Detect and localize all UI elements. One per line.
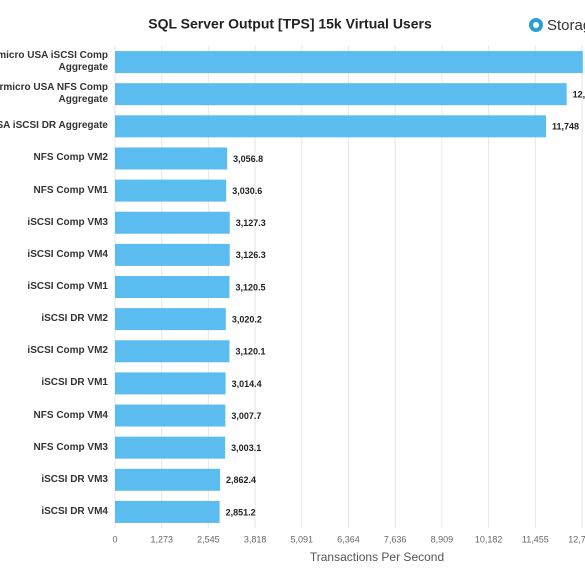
y-tick-label: iSCSI Comp VM4 — [27, 248, 108, 260]
value-label: 2,862.4 — [226, 475, 256, 485]
value-label: 3,030.6 — [232, 186, 262, 196]
x-tick-label: 3,818 — [244, 534, 267, 544]
x-tick-label: 5,091 — [291, 534, 314, 544]
y-tick-label: NFS Comp VM1 — [33, 184, 108, 196]
bar — [115, 500, 220, 523]
x-tick-label: 1,273 — [150, 534, 173, 544]
value-label: 3,003.1 — [231, 443, 261, 453]
x-tick-label: 8,909 — [431, 534, 454, 544]
x-tick-label: 2,545 — [197, 534, 220, 544]
value-label: 3,020.2 — [232, 315, 262, 325]
value-label: 3,014.4 — [232, 379, 262, 389]
y-tick-label: iSCSI DR VM1 — [41, 377, 108, 389]
value-label: 12,310 — [573, 90, 585, 100]
bar — [115, 468, 221, 491]
y-tick-label: NFS Comp VM3 — [33, 441, 108, 453]
y-tick-label: NFS Comp VM4 — [33, 409, 108, 421]
logo: StorageReview — [547, 17, 585, 34]
x-axis-title: Transactions Per Second — [310, 550, 444, 564]
value-label: 3,056.8 — [233, 154, 263, 164]
y-tick-label: iSCSI DR VM3 — [41, 473, 108, 485]
bar — [115, 243, 230, 266]
y-tick-label: Supermicro USA NFS Comp Aggregate — [0, 82, 108, 106]
x-tick-label: 0 — [112, 534, 117, 544]
bar — [115, 211, 230, 234]
y-tick-label: Supermicro USA iSCSI DR Aggregate — [0, 120, 108, 132]
value-label: 3,120.1 — [235, 347, 265, 357]
y-tick-label: NFS Comp VM2 — [33, 152, 108, 164]
chart-title: SQL Server Output [TPS] 15k Virtual User… — [148, 16, 432, 32]
value-label: 3,127.3 — [236, 218, 266, 228]
bar — [115, 372, 226, 395]
bar — [115, 51, 583, 74]
logo-icon-inner — [533, 22, 539, 28]
x-tick-label: 11,455 — [522, 534, 549, 544]
y-tick-label: iSCSI DR VM2 — [41, 313, 108, 325]
value-label: 3,126.3 — [236, 250, 266, 260]
value-label: 11,748 — [552, 122, 579, 132]
y-tick-label: iSCSI DR VM4 — [41, 505, 108, 517]
bar — [115, 147, 228, 170]
value-label: 3,007.7 — [231, 411, 261, 421]
y-tick-label: iSCSI Comp VM1 — [27, 281, 108, 292]
bar — [115, 404, 226, 427]
bar — [115, 340, 230, 363]
bar — [115, 436, 226, 459]
bar — [115, 83, 567, 106]
bar — [115, 115, 547, 138]
value-label: 2,851.2 — [226, 507, 256, 517]
y-tick-label: Supermicro USA iSCSI Comp Aggregate — [0, 50, 108, 74]
bar — [115, 179, 227, 202]
y-tick-label: iSCSI Comp VM2 — [27, 345, 108, 357]
x-tick-label: 10,182 — [475, 534, 503, 544]
x-tick-label: 6,364 — [337, 534, 360, 544]
value-label: 3,120.5 — [235, 282, 265, 292]
x-tick-label: 7,636 — [384, 534, 407, 544]
bar — [115, 276, 230, 298]
y-tick-label: iSCSI Comp VM3 — [27, 216, 108, 228]
x-tick-label: 12,728 — [568, 534, 585, 544]
bar — [115, 308, 226, 331]
